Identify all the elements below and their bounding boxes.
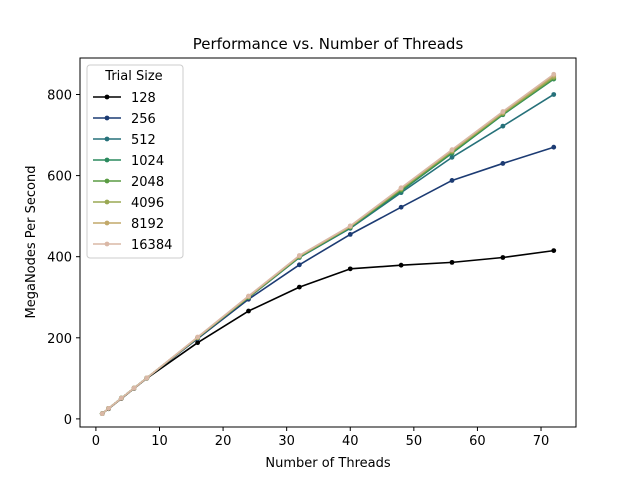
x-tick-label: 60: [469, 434, 486, 449]
legend-marker: [104, 199, 110, 205]
x-axis-label: Number of Threads: [265, 456, 390, 471]
legend-entry: 4096: [93, 196, 164, 211]
data-point: [106, 405, 112, 411]
data-point: [551, 248, 557, 254]
legend-label: 1024: [131, 154, 164, 169]
legend: Trial Size 128 256 512 1024 2048 4096 8192 1638…: [86, 64, 184, 259]
legend-marker: [104, 178, 110, 184]
legend-entry: 8192: [93, 217, 164, 232]
data-point: [551, 144, 557, 150]
data-point: [449, 154, 455, 160]
series-16384: [99, 71, 557, 417]
data-point: [500, 161, 506, 166]
legend-label: 2048: [131, 175, 164, 190]
data-point: [296, 262, 302, 268]
x-axis: 0 10 20 30 40 50 60 70: [92, 427, 550, 449]
legend-title: Trial Size: [104, 69, 162, 84]
x-tick-label: 50: [406, 434, 423, 449]
y-tick-label: 200: [47, 332, 72, 347]
data-point: [131, 385, 137, 391]
legend-marker: [104, 94, 110, 100]
data-point: [296, 253, 302, 258]
data-point: [398, 262, 404, 268]
legend-label: 16384: [131, 238, 172, 253]
legend-marker: [104, 157, 110, 163]
y-tick-label: 400: [47, 251, 72, 266]
data-point: [551, 92, 557, 97]
legend-entry: 512: [93, 133, 156, 148]
data-point: [99, 411, 105, 417]
y-axis-label: MegaNodes Per Second: [24, 166, 39, 319]
y-tick-label: 600: [47, 170, 72, 185]
legend-marker: [104, 220, 110, 226]
data-point: [347, 231, 353, 237]
legend-label: 256: [131, 112, 156, 127]
data-point: [195, 334, 201, 340]
data-point: [398, 185, 404, 191]
data-point: [551, 71, 557, 77]
data-point: [500, 109, 506, 114]
x-tick-label: 20: [215, 434, 232, 449]
data-point: [449, 147, 455, 153]
data-point: [195, 340, 201, 346]
x-tick-label: 70: [533, 434, 550, 449]
series-layer: [99, 71, 557, 417]
data-point: [347, 223, 353, 229]
legend-label: 512: [131, 133, 156, 148]
legend-label: 4096: [131, 196, 164, 211]
x-tick-label: 10: [151, 434, 168, 449]
data-point: [347, 266, 353, 272]
data-point: [246, 293, 251, 299]
data-point: [449, 259, 455, 265]
x-tick-label: 30: [278, 434, 295, 449]
legend-label: 8192: [131, 217, 164, 232]
data-point: [398, 204, 404, 210]
x-tick-label: 0: [92, 434, 100, 449]
legend-marker: [104, 115, 110, 121]
data-point: [500, 255, 506, 260]
legend-marker: [104, 241, 110, 247]
legend-entry: 1024: [93, 154, 164, 169]
data-point: [144, 375, 150, 381]
chart-title: Performance vs. Number of Threads: [193, 35, 464, 53]
x-tick-label: 40: [342, 434, 359, 449]
legend-entry: 16384: [93, 238, 172, 253]
y-tick-label: 0: [64, 413, 72, 428]
legend-entry: 2048: [93, 175, 164, 190]
data-point: [296, 284, 302, 290]
legend-entry: 128: [93, 91, 156, 106]
data-point: [118, 395, 124, 401]
data-point: [449, 178, 455, 183]
legend-entries: 128 256 512 1024 2048 4096 8192 16384: [93, 91, 172, 253]
legend-marker: [104, 136, 110, 142]
data-point: [500, 123, 506, 129]
data-point: [246, 308, 251, 314]
legend-entry: 256: [93, 112, 156, 127]
legend-frame: [86, 64, 184, 259]
plot-area-frame: [79, 57, 577, 428]
y-axis: 0 200 400 600 800: [47, 88, 80, 428]
y-tick-label: 800: [47, 88, 72, 103]
legend-label: 128: [131, 91, 156, 106]
